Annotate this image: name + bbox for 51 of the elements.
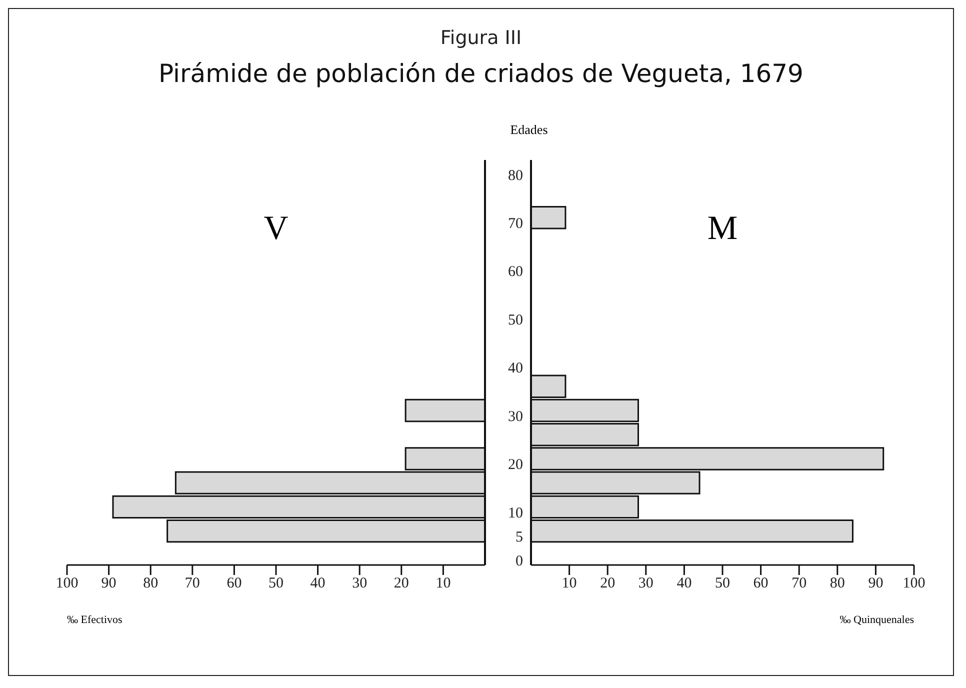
x-tick-label: 60 [753,576,768,592]
x-tick-label: 80 [830,576,845,592]
x-tick-label: 20 [600,576,616,592]
bar [404,398,485,422]
bar [112,495,485,519]
y-tick-label: 30 [508,408,523,425]
x-tick-label: 80 [143,576,158,592]
bar [166,519,485,543]
x-tick-label: 90 [868,576,884,592]
frame-border: Figura III Pirámide de población de criados de Vegueta, 1679 100 90 80 70 60 50 40 30 20 10 V ‰ Efectivos Edades 10 20 30 40 50 60 70 80 90 100 0 5 10 20 30 40 50 60 70 80 M ‰ Quinquenales [8,8,954,676]
chart-title: Pirámide de población de criados de Vegueta, 1679 [158,59,804,88]
x-tick-label: 50 [715,576,730,592]
x-tick-label: 30 [352,576,368,592]
y-tick-label: 50 [508,312,523,328]
annotation: M [706,210,739,248]
x-tick-label: 50 [268,576,284,592]
y-axis-title: Edades [509,122,549,138]
y-tick-label: 10 [508,505,523,522]
x-tick-label: 60 [226,576,242,592]
y-tick-label: 5 [516,529,523,546]
bar [531,206,566,230]
bar [531,374,566,398]
x-axis-title: ‰ Quinquenales [838,614,914,626]
chart-subtitle: Figura III [439,27,523,49]
y-tick-label: 40 [508,360,523,377]
x-tick-label: 90 [101,576,116,592]
x-tick-label: 70 [792,576,807,592]
y-tick-label: 70 [508,216,523,232]
x-tick-label: 70 [184,576,200,592]
x-tick-label: 40 [676,576,692,592]
y-tick-label: 20 [508,457,523,474]
bar [174,471,485,494]
bar [531,495,639,519]
bar [531,423,639,446]
bar [531,519,854,543]
bar [531,471,700,494]
x-tick-label: 20 [394,576,409,592]
y-tick-label: 60 [508,264,523,280]
bar [531,447,884,470]
bar [531,398,639,422]
y-tick-label: 80 [508,168,523,184]
x-tick-label: 100 [56,576,78,592]
y-tick-label: 0 [516,554,523,570]
x-tick-label: 30 [638,576,654,592]
x-tick-label: 100 [902,576,926,592]
x-tick-label: 40 [310,576,326,592]
x-tick-label: 10 [436,576,451,592]
x-tick-label: 10 [562,576,577,592]
x-axis-title: ‰ Efectivos [67,614,124,626]
bar [404,447,485,470]
annotation: V [262,210,290,248]
